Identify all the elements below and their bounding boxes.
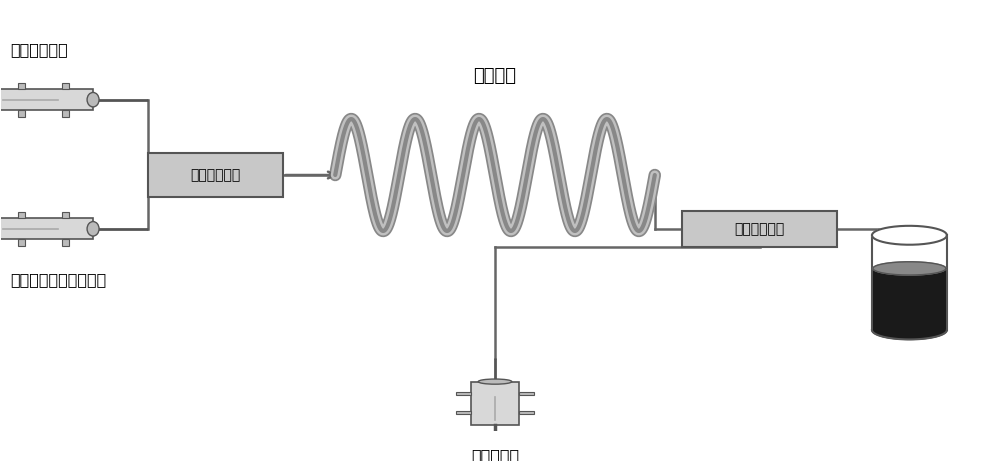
FancyBboxPatch shape: [471, 382, 519, 425]
FancyBboxPatch shape: [456, 392, 471, 395]
Polygon shape: [873, 262, 946, 275]
Ellipse shape: [478, 379, 512, 384]
Text: 木质素水溶液: 木质素水溶液: [11, 41, 68, 57]
FancyBboxPatch shape: [18, 212, 25, 219]
FancyBboxPatch shape: [682, 211, 837, 247]
Text: 第一微混合器: 第一微混合器: [190, 168, 241, 182]
FancyBboxPatch shape: [18, 83, 25, 89]
FancyBboxPatch shape: [873, 268, 946, 330]
FancyBboxPatch shape: [0, 219, 93, 239]
FancyBboxPatch shape: [519, 392, 534, 395]
FancyBboxPatch shape: [0, 89, 93, 110]
FancyBboxPatch shape: [62, 83, 69, 89]
Polygon shape: [872, 226, 947, 245]
Text: 盐酸水溶液: 盐酸水溶液: [471, 449, 519, 461]
Ellipse shape: [87, 222, 99, 236]
FancyBboxPatch shape: [148, 154, 283, 196]
FancyBboxPatch shape: [18, 239, 25, 246]
FancyBboxPatch shape: [519, 411, 534, 414]
Ellipse shape: [87, 93, 99, 107]
Text: 微反应器: 微反应器: [474, 67, 517, 85]
FancyBboxPatch shape: [872, 235, 947, 330]
FancyBboxPatch shape: [18, 110, 25, 117]
Text: 十二烷基硫酸钠水溶液: 十二烷基硫酸钠水溶液: [11, 272, 107, 287]
FancyBboxPatch shape: [62, 110, 69, 117]
Polygon shape: [872, 330, 947, 339]
FancyBboxPatch shape: [456, 411, 471, 414]
FancyBboxPatch shape: [62, 212, 69, 219]
Text: 第二微混合器: 第二微混合器: [735, 222, 785, 236]
FancyBboxPatch shape: [62, 239, 69, 246]
